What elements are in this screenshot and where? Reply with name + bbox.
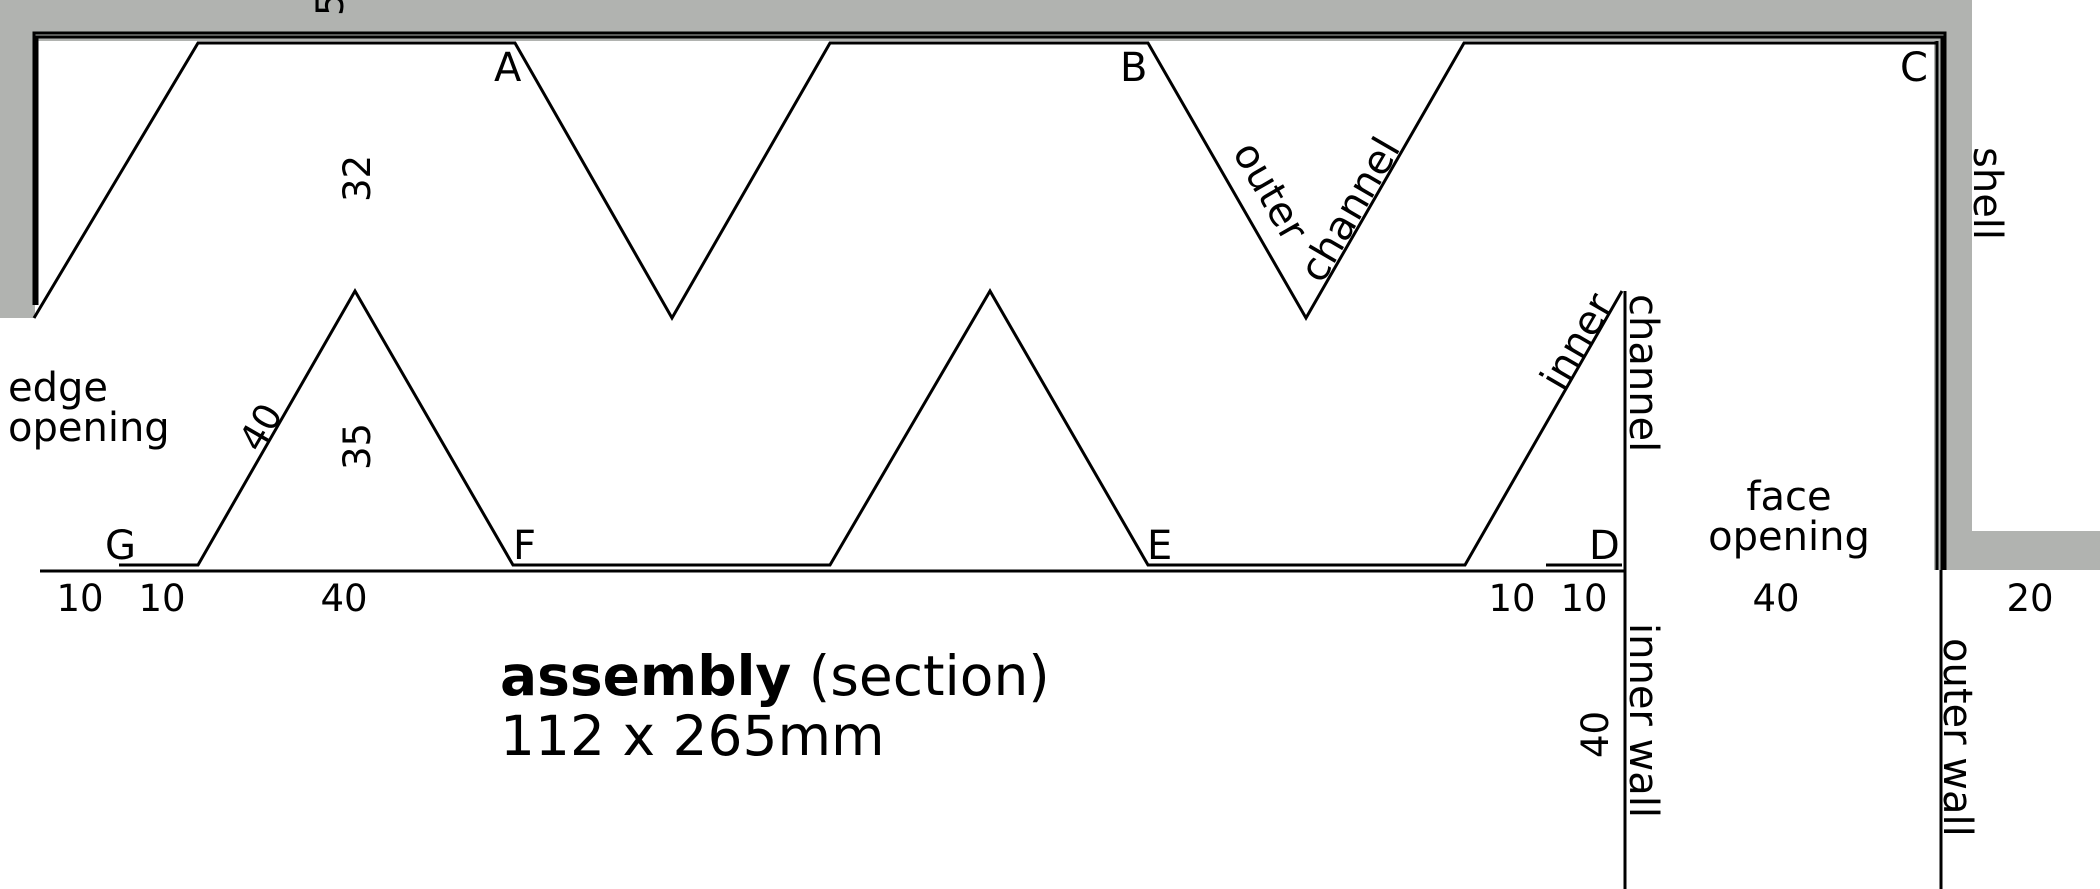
assembly-title: assembly (section)	[500, 644, 1050, 708]
edge-opening-label-2: opening	[8, 405, 170, 451]
shell-label: shell	[1964, 147, 2010, 240]
point-b-label: B	[1120, 45, 1147, 91]
point-e-label: E	[1147, 523, 1172, 569]
inner-channel-label: channel	[1620, 294, 1666, 452]
dim-bottom-10-c: 10	[1488, 577, 1535, 620]
edge-opening-label-1: edge	[8, 365, 108, 411]
point-a-label: A	[494, 45, 522, 91]
inner-wall-label: inner wall	[1620, 623, 1666, 818]
dim-bottom-10-b: 10	[138, 577, 185, 620]
dim-height-35: 35	[336, 423, 379, 470]
assembly-title-bold: assembly	[500, 644, 791, 708]
shell-inner-liner-2	[35, 35, 1944, 570]
assembly-size: 112 x 265mm	[500, 704, 885, 768]
outer-channel-label: channel	[1291, 130, 1410, 290]
point-d-label: D	[1589, 523, 1620, 569]
dim-top-5: 5	[309, 0, 352, 16]
point-g-label: G	[105, 523, 136, 569]
dim-height-32: 32	[336, 155, 379, 202]
outer-channel-line	[32, 41, 1937, 322]
dim-bottom-10-a: 10	[56, 577, 103, 620]
face-opening-label-1: face	[1746, 474, 1831, 520]
dim-right-20: 20	[2006, 577, 2053, 620]
face-opening-label-2: opening	[1708, 514, 1870, 560]
dim-bottom-40-a: 40	[320, 577, 367, 620]
inner-label: inner	[1532, 285, 1624, 398]
dim-bottom-10-d: 10	[1560, 577, 1607, 620]
outer-wall-label: outer wall	[1934, 638, 1980, 837]
dim-slope-40: 40	[231, 396, 292, 458]
inner-channel-line	[119, 287, 1624, 567]
dim-bottom-40-b: 40	[1752, 577, 1799, 620]
point-f-label: F	[513, 523, 536, 569]
dim-wall-40: 40	[1574, 711, 1617, 758]
point-c-label: C	[1900, 45, 1928, 91]
assembly-title-suffix: (section)	[791, 644, 1049, 708]
shell-inner-liner	[32, 31, 1947, 570]
outer-label: outer	[1223, 134, 1316, 250]
